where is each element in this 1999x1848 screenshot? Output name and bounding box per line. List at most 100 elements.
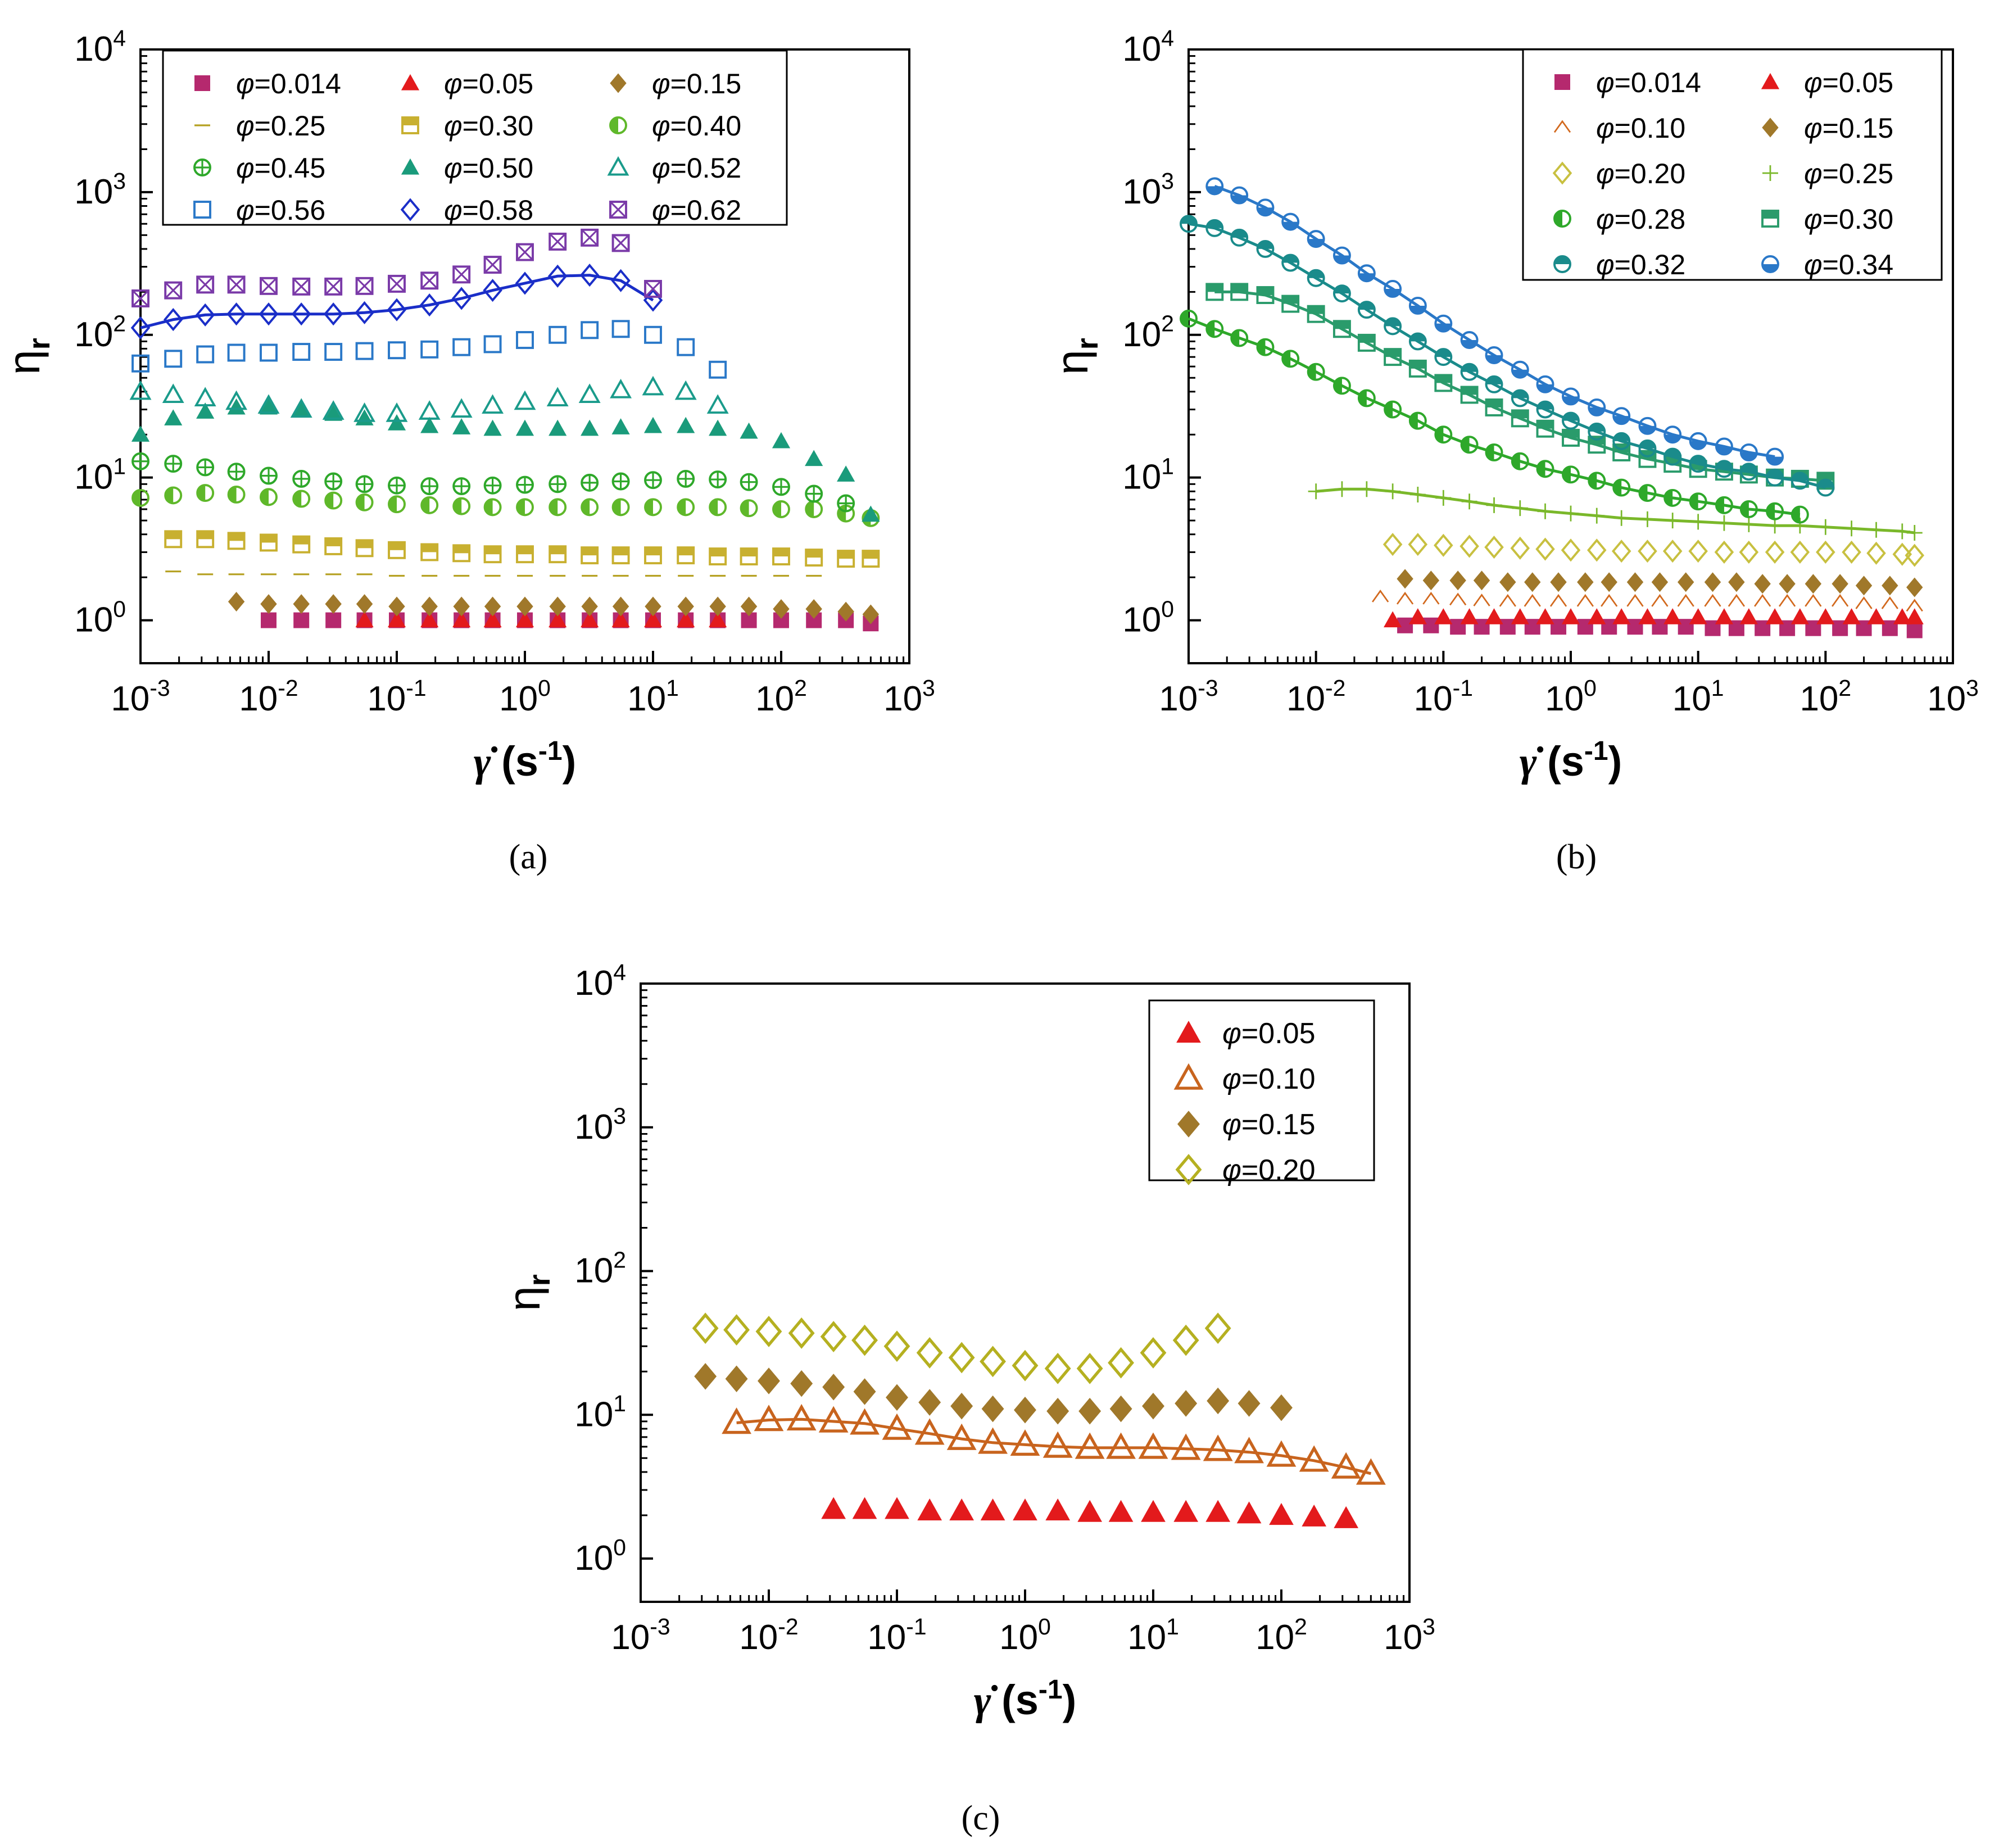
data-point xyxy=(1230,186,1249,205)
data-point xyxy=(1046,1398,1069,1425)
x-tick-label: 102 xyxy=(755,675,807,718)
data-point xyxy=(1010,1429,1040,1456)
data-point xyxy=(837,550,855,568)
data-point xyxy=(1281,350,1300,368)
data-point xyxy=(483,419,502,436)
data-point xyxy=(1704,594,1721,607)
data-point xyxy=(677,469,695,488)
data-point xyxy=(1076,1352,1103,1384)
data-point xyxy=(483,279,502,302)
data-point xyxy=(549,596,566,617)
data-point xyxy=(1905,543,1925,567)
data-point xyxy=(421,596,438,617)
x-tick-label: 100 xyxy=(999,1614,1051,1657)
data-point xyxy=(292,400,311,417)
legend-label: φ=0.28 xyxy=(1596,203,1685,235)
data-point xyxy=(1715,496,1733,514)
data-point xyxy=(758,1367,780,1394)
data-point xyxy=(322,400,345,420)
y-tick-label: 102 xyxy=(74,311,126,354)
data-point xyxy=(1651,572,1669,592)
data-point xyxy=(1689,432,1707,450)
data-point xyxy=(549,232,567,251)
data-point xyxy=(226,302,246,326)
data-point xyxy=(581,228,599,247)
data-point xyxy=(1384,400,1402,419)
data-point xyxy=(1905,608,1924,624)
data-point xyxy=(677,498,695,517)
data-point xyxy=(1332,377,1351,395)
series-φ=0.25 xyxy=(165,570,822,577)
y-tick-label: 100 xyxy=(1122,596,1174,640)
data-point xyxy=(642,375,664,396)
data-point xyxy=(1816,540,1835,564)
data-point xyxy=(786,1404,817,1431)
y-tick-label: 100 xyxy=(574,1534,626,1578)
data-point xyxy=(483,498,502,517)
data-point xyxy=(292,343,311,361)
data-point xyxy=(709,419,727,436)
data-point xyxy=(292,535,311,554)
x-tick-label: 10-1 xyxy=(867,1614,926,1657)
series-φ=0.15 xyxy=(694,1363,1293,1425)
data-point xyxy=(772,500,790,518)
series-φ=0.15 xyxy=(228,591,880,624)
legend-marker xyxy=(1761,73,1780,89)
legend-marker xyxy=(1554,74,1570,90)
data-point xyxy=(549,325,567,344)
x-tick-label: 10-2 xyxy=(1286,675,1345,718)
data-point xyxy=(1510,536,1530,560)
series-line xyxy=(140,274,654,329)
data-point xyxy=(1230,228,1249,247)
data-point xyxy=(1423,617,1439,633)
data-point xyxy=(1588,398,1606,416)
data-point xyxy=(674,380,697,400)
legend-label: φ=0.25 xyxy=(236,110,325,142)
data-point xyxy=(1906,524,1923,541)
data-point xyxy=(805,484,823,503)
data-point xyxy=(1409,486,1426,502)
data-point xyxy=(260,594,277,614)
legend-label: φ=0.45 xyxy=(236,152,325,184)
data-point xyxy=(946,1423,977,1450)
x-tick-label: 10-2 xyxy=(739,1614,798,1657)
data-point xyxy=(388,476,406,495)
data-point xyxy=(1638,540,1657,563)
data-point xyxy=(1512,500,1528,517)
data-point xyxy=(1612,478,1631,497)
y-tick-label: 104 xyxy=(74,25,126,69)
data-point xyxy=(1357,389,1376,407)
data-point xyxy=(325,612,342,628)
data-point xyxy=(1302,1504,1327,1527)
data-point xyxy=(1662,540,1683,563)
data-point xyxy=(1536,419,1554,438)
data-point xyxy=(549,475,567,493)
data-point xyxy=(1256,286,1275,304)
data-point xyxy=(1396,591,1414,605)
data-point xyxy=(1536,400,1554,419)
data-point xyxy=(452,418,471,434)
data-point xyxy=(452,497,471,515)
data-point xyxy=(291,302,311,326)
legend-label: φ=0.15 xyxy=(1804,112,1893,144)
data-point xyxy=(805,450,823,466)
data-point xyxy=(644,325,662,344)
data-point xyxy=(1449,570,1466,591)
data-point xyxy=(1449,592,1467,606)
y-tick-label: 101 xyxy=(574,1390,626,1434)
data-point xyxy=(420,496,439,514)
data-point xyxy=(515,271,535,295)
series-φ=0.28 xyxy=(1180,309,1809,524)
data-point xyxy=(1331,1452,1361,1479)
data-point xyxy=(578,383,601,404)
data-point xyxy=(1638,416,1657,435)
data-point xyxy=(885,1497,909,1519)
data-point xyxy=(1714,540,1734,564)
data-point xyxy=(1138,1432,1168,1459)
data-point xyxy=(516,243,534,261)
y-axis-title: ηr xyxy=(499,1274,556,1311)
legend-marker xyxy=(609,116,627,134)
y-tick-label: 102 xyxy=(1122,311,1174,354)
data-point xyxy=(453,596,470,617)
data-point xyxy=(1408,359,1427,378)
